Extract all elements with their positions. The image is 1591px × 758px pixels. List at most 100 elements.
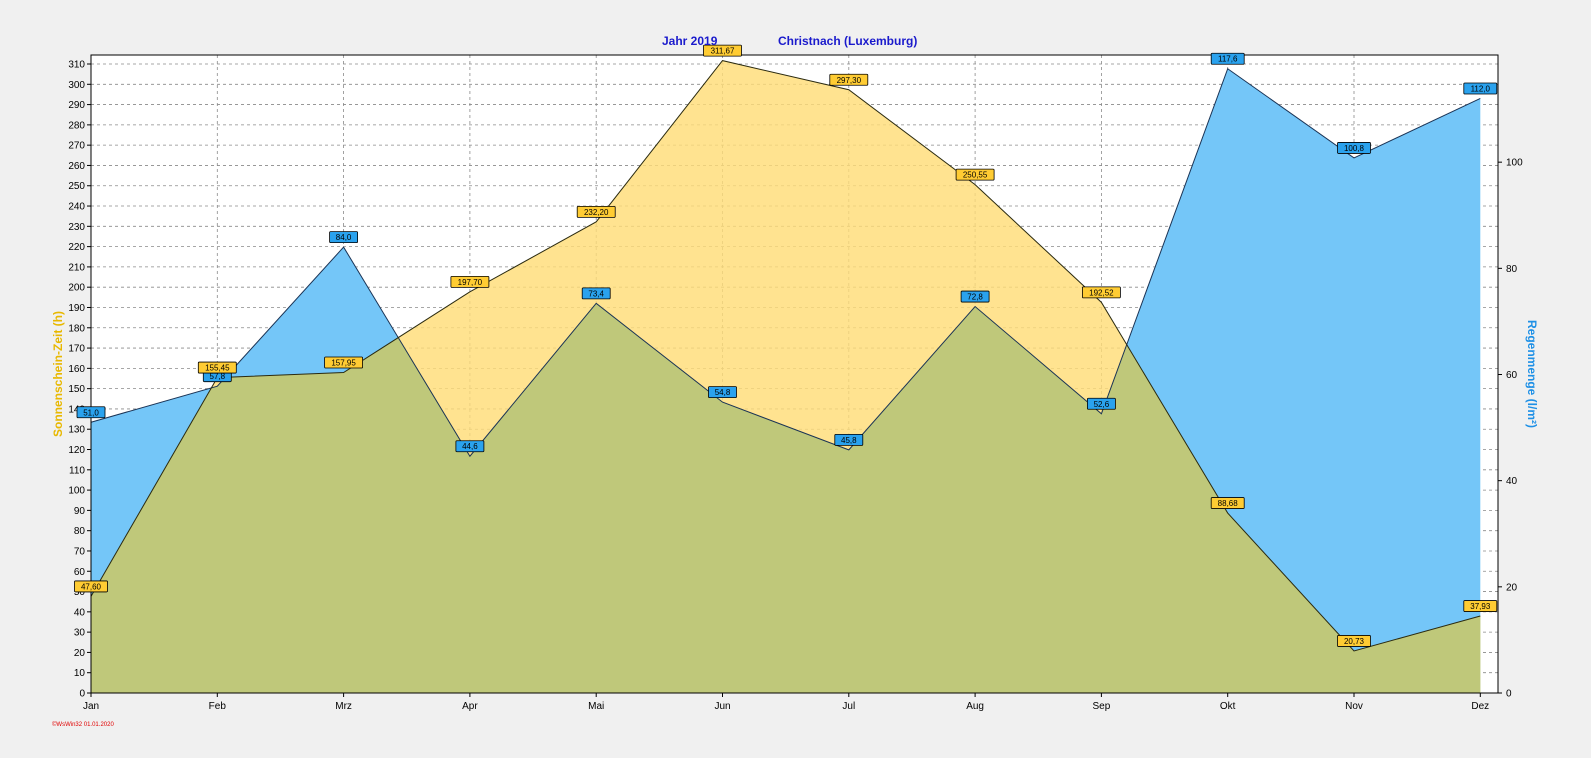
y-left-tick-label: 290 [68,100,85,111]
y-left-tick-label: 70 [74,546,86,557]
chart-title-year: Jahr 2019 [662,34,718,48]
y-left-tick-label: 190 [68,303,85,314]
x-tick-label: Feb [209,701,227,712]
rain-data-label-text: 54,8 [715,388,731,397]
sunshine-data-label: 157,95 [324,356,364,369]
sunshine-data-label-box [324,356,364,369]
sunshine-data-label: 311,67 [703,44,742,57]
y-left-tick-label: 170 [68,344,85,355]
sunshine-data-label-text: 47,60 [81,582,102,591]
sunshine-data-label-box [1463,600,1498,612]
rain-data-label-text: 44,6 [462,442,478,451]
rain-data-label-box [76,406,106,419]
y-left-tick-label: 20 [74,648,86,659]
sunshine-data-label-text: 37,93 [1470,602,1491,611]
chart-title-location: Christnach (Luxemburg) [778,34,917,48]
y-left-tick-label: 180 [68,323,85,334]
overlap-area [91,303,1481,693]
y-left-tick-label: 0 [79,689,85,700]
y-left-tick-label: 100 [68,486,85,497]
sunshine-data-label: 250,55 [955,168,995,181]
rain-data-label-box [329,231,359,244]
rain-data-label-text: 84,0 [336,233,352,242]
y-left-tick-label: 40 [74,607,86,618]
rain-data-label-box [834,433,864,446]
sunshine-data-label-text: 297,30 [837,76,862,85]
footer-credit: ©WsWin32 01.01.2020 [52,721,114,728]
sunshine-data-label-box [703,44,742,57]
sunshine-data-label-box [74,580,108,593]
rain-data-label-text: 45,8 [841,436,857,445]
y-right-tick-label: 40 [1506,476,1518,487]
rain-data-label-box [581,287,611,300]
sunshine-data-label-box [576,205,616,218]
rain-data-label-text: 112,0 [1471,84,1491,93]
x-tick-label: Apr [462,701,478,712]
data-label-layer: 51,0 57,8 84,0 44,6 73,4 54,8 45,8 72,8 52,6 117,… [74,44,1498,647]
y-left-tick-label: 300 [68,80,85,91]
x-tick-label: Mrz [335,701,352,712]
y-left-tick-label: 200 [68,283,85,294]
sunshine-data-label-box [829,73,869,86]
y-left-tick-label: 60 [74,567,86,578]
rain-data-label-box [455,440,485,453]
sunshine-data-label-text: 232,20 [584,208,609,217]
sunshine-data-label-box [1337,635,1371,647]
rain-data-label: 54,8 [708,386,737,399]
sunshine-data-label-text: 155,45 [205,364,230,373]
rain-data-label-box [960,290,990,303]
sunshine-data-label-box [197,361,237,374]
rain-data-label-text: 73,4 [588,289,604,298]
sunshine-data-label: 88,68 [1210,497,1245,509]
rain-data-label: 117,6 [1210,52,1245,65]
y-axis-left-title: Sonnenschein-Zeit (h) [51,311,65,437]
axis-layer: 0102030405060708090100110120130140150160… [68,54,1523,712]
sunshine-data-label-box [1210,497,1245,509]
x-tick-label: Aug [966,701,984,712]
sunshine-data-label: 20,73 [1337,635,1371,647]
y-left-tick-label: 270 [68,141,85,152]
rain-line [90,67,1481,458]
sunshine-data-label-text: 88,68 [1218,499,1239,508]
y-left-tick-label: 150 [68,384,85,395]
area-layer [90,60,1481,694]
sunshine-data-label-text: 157,95 [331,359,356,368]
y-left-tick-label: 50 [74,587,86,598]
y-left-tick-label: 260 [68,161,85,172]
x-tick-label: Dez [1471,701,1489,712]
rain-data-label-box [1087,397,1116,410]
rain-data-label-text: 100,8 [1344,144,1365,153]
rain-data-label: 45,8 [834,433,864,446]
rain-data-label-box [1337,142,1371,154]
rain-data-label: 44,6 [455,440,485,453]
rain-data-label: 73,4 [581,287,611,300]
sunshine-data-label: 192,52 [1082,286,1121,299]
sunshine-data-label: 232,20 [576,205,616,218]
y-left-tick-label: 10 [74,668,86,679]
rain-data-label: 72,8 [960,290,990,303]
y-left-tick-label: 310 [68,60,85,71]
rain-data-label-box [708,386,737,399]
sunshine-data-label: 297,30 [829,73,869,86]
y-right-tick-label: 0 [1506,689,1512,700]
y-left-tick-label: 120 [68,445,85,456]
rain-data-label-text: 52,6 [1094,400,1110,409]
rain-data-label-box [1210,52,1245,65]
y-left-tick-label: 130 [68,425,85,436]
rain-data-label: 100,8 [1337,142,1371,154]
y-left-tick-label: 280 [68,120,85,131]
y-left-tick-label: 90 [74,506,86,517]
x-tick-label: Okt [1220,701,1236,712]
x-tick-label: Jul [842,701,855,712]
sunshine-data-label-text: 20,73 [1344,637,1365,646]
rain-data-label-text: 51,0 [83,408,99,417]
rain-data-label: 84,0 [329,231,359,244]
y-left-tick-label: 240 [68,202,85,213]
sunshine-data-label-box [1082,286,1121,299]
y-right-tick-label: 100 [1506,158,1523,169]
y-right-tick-label: 80 [1506,264,1518,275]
sunshine-data-label-box [955,168,995,181]
y-right-tick-label: 60 [1506,370,1518,381]
